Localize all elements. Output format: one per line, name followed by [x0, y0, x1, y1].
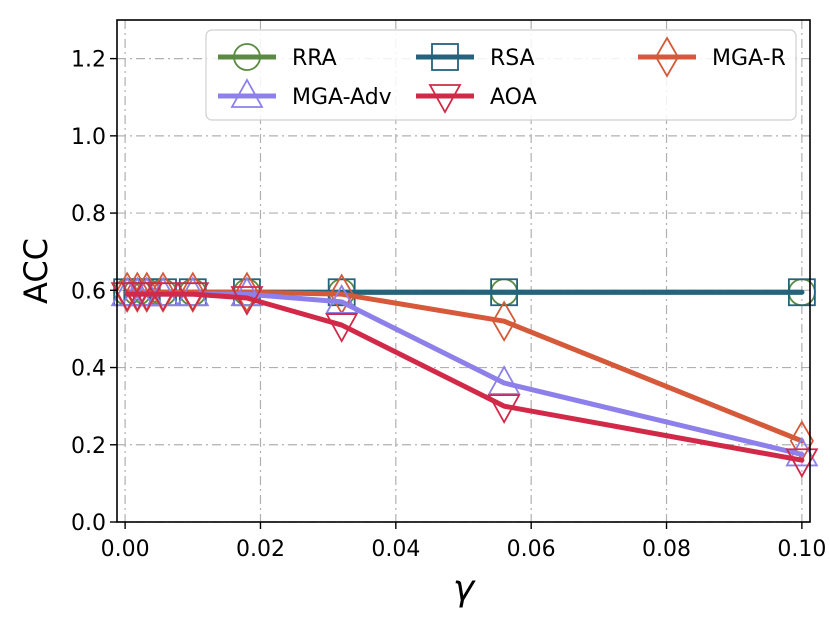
series-line-mga-r [124, 289, 805, 444]
legend-label-mga-adv: MGA-Adv [292, 85, 392, 110]
y-axis-label: ACC [17, 238, 55, 304]
series-aoa [110, 282, 819, 479]
legend-item-mga-r: MGA-R [638, 36, 786, 78]
data-point-aoa [130, 282, 164, 313]
data-point-aoa [487, 394, 521, 425]
data-point-mga-adv [230, 276, 264, 307]
x-tick-label: 0.06 [507, 537, 556, 562]
data-point-mga-r [492, 300, 517, 342]
x-tick-label: 0.10 [777, 537, 826, 562]
data-point-mga-r [234, 271, 259, 314]
y-tick-label: 1.0 [71, 125, 106, 150]
y-tick-label: 1.2 [71, 48, 106, 73]
y-tick-label: 0.6 [71, 279, 106, 304]
legend-marker-aoa [428, 84, 462, 114]
legend-label-mga-r: MGA-R [712, 46, 786, 71]
x-axis-label: γ [453, 568, 476, 609]
data-point-mga-adv [487, 365, 521, 395]
legend: RRA RSA MGA-R MGA-Adv AOA [205, 29, 797, 121]
data-point-aoa [176, 282, 210, 313]
legend-item-aoa: AOA [416, 84, 537, 114]
data-point-aoa [230, 286, 264, 316]
series-layer [110, 271, 819, 479]
legend-marker-rsa [431, 43, 459, 71]
plot-frame [116, 19, 811, 523]
data-point-mga-adv [325, 284, 359, 314]
data-point-aoa [325, 313, 359, 343]
legend-marker-mga-r [654, 36, 680, 78]
x-tick-label: 0.08 [642, 537, 691, 562]
legend-item-rra: RRA [218, 43, 337, 71]
series-line-aoa [124, 291, 805, 463]
ticks: 0.00 0.02 0.04 0.06 0.08 0.10 0.0 0.2 0.4 0.6 0.8 1… [71, 48, 826, 562]
legend-item-mga-adv: MGA-Adv [218, 78, 392, 110]
legend-label-aoa: AOA [490, 85, 537, 110]
y-tick-label: 0.0 [71, 511, 106, 536]
legend-frame [205, 29, 797, 121]
data-point-aoa [146, 282, 180, 313]
data-point-rsa [490, 278, 519, 307]
x-tick-label: 0.02 [236, 537, 285, 562]
legend-label-rra: RRA [292, 46, 337, 71]
series-mga-adv [110, 276, 819, 467]
y-tick-label: 0.8 [71, 202, 106, 227]
legend-marker-mga-adv [230, 78, 264, 108]
y-tick-label: 0.4 [71, 357, 106, 382]
x-tick-label: 0.04 [371, 537, 420, 562]
y-tick-label: 0.2 [71, 434, 106, 459]
legend-marker-rra [233, 43, 261, 71]
data-point-rsa [787, 278, 816, 307]
series-line-mga-adv [124, 291, 805, 457]
legend-label-rsa: RSA [490, 46, 535, 71]
x-tick-label: 0.00 [101, 537, 150, 562]
legend-item-rsa: RSA [416, 43, 535, 71]
